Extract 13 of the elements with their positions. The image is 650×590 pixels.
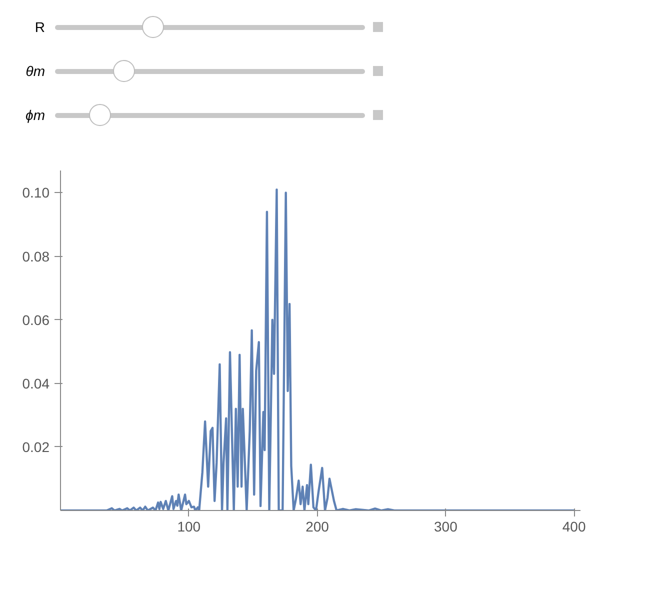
text: R bbox=[34, 18, 45, 37]
x-tick-label: 100 bbox=[177, 518, 201, 534]
x-tick-label: 400 bbox=[562, 518, 586, 534]
line-series bbox=[60, 188, 576, 510]
x-tick-label: 200 bbox=[306, 518, 330, 534]
y-tick-label: 0.02 bbox=[22, 438, 50, 455]
y-tick-label: 0.06 bbox=[22, 312, 50, 328]
x-tick-label: 300 bbox=[434, 518, 458, 534]
text: θm bbox=[24, 62, 45, 81]
y-tick-label: 0.08 bbox=[22, 248, 50, 264]
y-tick-label: 0.10 bbox=[22, 184, 50, 201]
y-tick-label: 0.04 bbox=[22, 375, 50, 392]
text: ϕm bbox=[24, 106, 45, 125]
